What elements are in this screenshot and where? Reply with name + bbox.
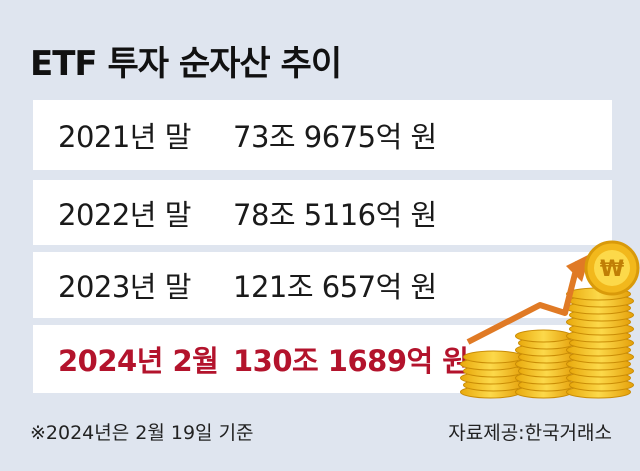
net-assets: 78조 5116억 원	[233, 197, 437, 232]
source: 자료제공:한국거래소	[448, 422, 612, 444]
net-assets: 121조 657억 원	[233, 270, 437, 304]
title: ETF 투자 순자산 추이	[30, 44, 342, 84]
period: 2021년 말	[58, 120, 191, 154]
period: 2024년 2월	[58, 344, 219, 378]
svg-text:₩: ₩	[600, 257, 624, 282]
table-row: 2021년 말 73조 9675억 원	[33, 100, 612, 170]
net-assets: 73조 9675억 원	[233, 120, 437, 154]
net-assets: 130조 1689억 원	[233, 344, 469, 378]
footnote: ※2024년은 2월 19일 기준	[30, 422, 254, 444]
table-row: 2022년 말 78조 5116억 원	[33, 180, 612, 245]
period: 2022년 말	[58, 197, 191, 232]
table-row: 2023년 말 121조 657억 원	[33, 252, 612, 318]
period: 2023년 말	[58, 270, 191, 304]
